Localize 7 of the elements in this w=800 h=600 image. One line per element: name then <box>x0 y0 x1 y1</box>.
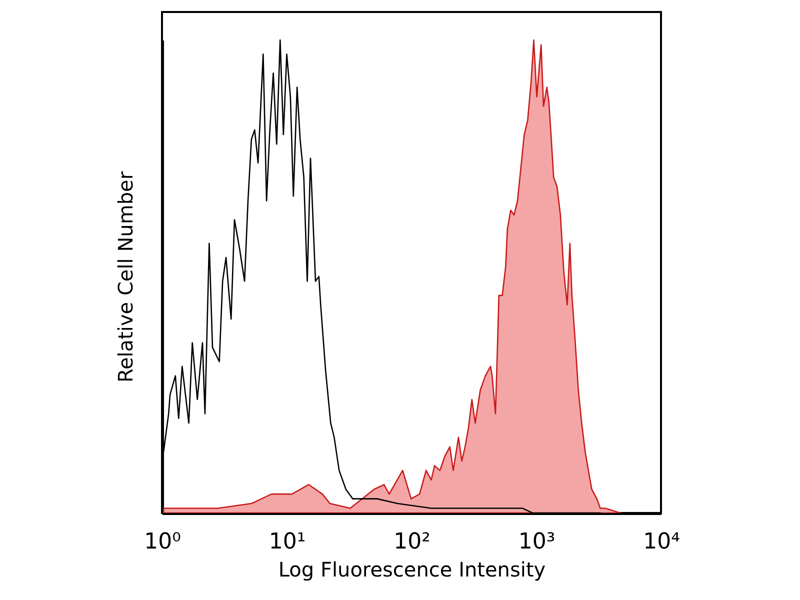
x-tick-label: 10² <box>394 530 430 554</box>
x-tick-label: 10³ <box>518 530 556 554</box>
x-axis-title: Log Fluorescence Intensity <box>278 558 546 582</box>
x-tick-label: 10⁰ <box>144 530 182 554</box>
x-tick-label: 10¹ <box>268 530 306 554</box>
x-tick-label: 10⁴ <box>643 530 680 554</box>
y-axis-title: Relative Cell Number <box>114 170 138 383</box>
